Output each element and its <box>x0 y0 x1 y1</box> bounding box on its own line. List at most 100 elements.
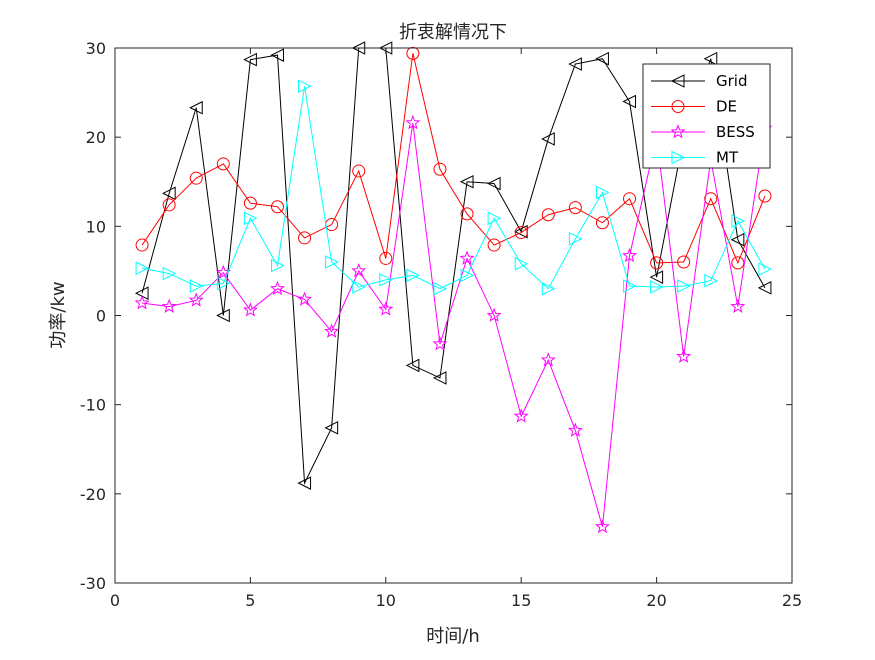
data-point-mt <box>487 211 502 226</box>
data-point-bess <box>134 295 150 310</box>
data-point-de <box>433 162 447 176</box>
y-tick-label: 20 <box>86 128 106 147</box>
data-point-grid <box>568 57 582 71</box>
data-point-mt <box>406 268 420 283</box>
data-point-mt <box>731 214 745 228</box>
chart-title: 折衷解情况下 <box>399 22 507 43</box>
data-point-grid <box>270 48 284 62</box>
data-point-mt <box>541 281 556 296</box>
data-point-mt <box>325 255 339 269</box>
data-point-de <box>162 198 176 212</box>
x-tick-label: 0 <box>110 591 120 610</box>
legend-marker-de <box>671 100 685 113</box>
data-point-mt <box>298 79 312 94</box>
data-point-de <box>541 208 555 222</box>
data-point-bess <box>432 336 448 351</box>
data-point-de <box>379 251 393 265</box>
data-point-de <box>623 192 637 206</box>
legend-label-grid: Grid <box>716 72 747 90</box>
data-point-mt <box>568 232 583 246</box>
x-tick-label: 15 <box>511 591 531 610</box>
data-point-bess <box>215 264 231 280</box>
data-point-mt <box>595 185 610 200</box>
plot-layer <box>134 41 773 534</box>
data-point-de <box>216 157 230 171</box>
data-point-mt <box>758 262 773 276</box>
data-point-grid <box>243 52 257 67</box>
y-tick-label: -10 <box>80 396 106 415</box>
data-point-bess <box>351 263 367 278</box>
series-line-bess <box>142 122 766 527</box>
data-point-grid <box>432 371 447 385</box>
data-point-de <box>758 189 772 203</box>
data-point-de <box>460 207 474 221</box>
data-point-bess <box>513 408 529 423</box>
legend-label-de: DE <box>716 98 737 116</box>
series-line-mt <box>141 86 766 290</box>
data-point-de <box>406 46 420 60</box>
y-tick-label: 30 <box>86 39 106 58</box>
data-point-mt <box>189 279 204 293</box>
data-point-grid <box>541 132 555 146</box>
data-point-mt <box>135 261 150 276</box>
data-point-bess <box>676 348 692 363</box>
data-point-grid <box>297 476 312 490</box>
data-point-bess <box>567 422 583 437</box>
y-tick-label: -20 <box>80 485 106 504</box>
data-point-bess <box>378 301 394 316</box>
data-point-de <box>704 192 718 206</box>
data-point-bess <box>594 518 610 534</box>
data-point-grid <box>405 358 420 373</box>
data-point-de <box>568 201 582 215</box>
data-point-mt <box>270 258 285 273</box>
data-point-bess <box>540 352 556 367</box>
data-point-grid <box>595 51 609 66</box>
data-point-mt <box>162 266 177 281</box>
legend: Grid DE BESS MT <box>642 63 771 169</box>
y-axis-title: 功率/kw <box>48 281 69 348</box>
y-tick-label: 10 <box>86 217 106 236</box>
series-line-grid <box>141 47 766 486</box>
legend-box <box>642 63 771 169</box>
data-point-mt <box>352 280 366 294</box>
data-point-de <box>514 226 528 240</box>
data-point-bess <box>161 298 177 313</box>
legend-label-bess: BESS <box>716 123 755 141</box>
data-point-mt <box>460 268 475 283</box>
data-point-de <box>298 231 312 245</box>
data-point-bess <box>297 291 313 306</box>
x-tick-label: 25 <box>782 591 802 610</box>
x-axis-title: 时间/h <box>426 626 479 647</box>
data-point-bess <box>730 298 746 313</box>
legend-marker-grid <box>670 74 685 88</box>
data-point-mt <box>243 211 258 226</box>
data-point-bess <box>324 323 340 338</box>
data-point-grid <box>730 232 745 247</box>
data-point-bess <box>242 302 258 317</box>
data-point-de <box>595 216 609 230</box>
legend-marker-bess <box>670 124 686 139</box>
data-point-mt <box>704 273 718 288</box>
x-tick-label: 5 <box>245 591 255 610</box>
data-point-de <box>650 256 664 270</box>
data-point-grid <box>703 51 718 66</box>
data-point-grid <box>459 174 474 189</box>
data-point-grid <box>162 186 176 201</box>
x-tick-label: 20 <box>646 591 666 610</box>
data-point-mt <box>433 281 448 296</box>
data-point-mt <box>650 280 664 294</box>
series-line-de <box>141 53 766 265</box>
x-tick-label: 10 <box>376 591 396 610</box>
data-point-de <box>677 255 691 269</box>
y-tick-label: -30 <box>80 574 106 593</box>
tick-layer: 0 5 10 15 20 25 -30 -20 -10 0 10 20 30 <box>80 39 802 610</box>
data-point-de <box>352 164 366 178</box>
data-point-grid <box>622 94 637 109</box>
legend-marker-mt <box>671 150 686 165</box>
y-tick-label: 0 <box>96 307 106 326</box>
data-point-de <box>487 238 501 252</box>
data-point-mt <box>379 273 393 287</box>
data-point-de <box>731 256 745 270</box>
